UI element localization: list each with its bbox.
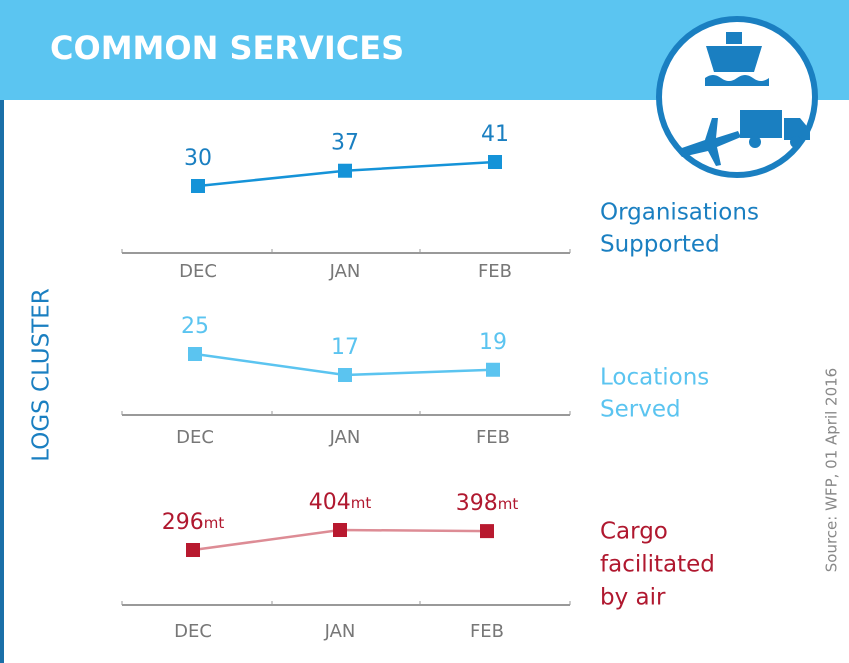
data-label: 398mt (456, 491, 519, 516)
chart-label: Served (600, 397, 681, 423)
x-tick-label: DEC (179, 261, 217, 282)
chart-label: Organisations (600, 200, 759, 226)
data-label: 404mt (309, 490, 372, 515)
x-tick-label: FEB (478, 261, 512, 282)
data-label-value: 404 (309, 490, 351, 515)
point-marker (488, 155, 502, 169)
x-tick-label: JAN (329, 427, 361, 448)
data-label: 30 (184, 146, 212, 171)
point-marker (186, 543, 200, 557)
chart-label: Supported (600, 232, 720, 258)
point-marker (338, 163, 352, 178)
data-label-value: 19 (479, 330, 507, 355)
x-tick-label: DEC (174, 621, 212, 642)
x-tick-label: DEC (176, 427, 214, 448)
data-label-value: 37 (331, 131, 359, 156)
point-marker (188, 347, 202, 361)
chart-label: Cargo (600, 519, 668, 545)
chart-label: by air (600, 585, 666, 611)
data-label-value: 398 (456, 491, 498, 516)
x-tick-label: FEB (470, 621, 504, 642)
data-label-value: 25 (181, 314, 209, 339)
x-tick-label: JAN (329, 261, 361, 282)
point-marker (338, 368, 352, 382)
data-label: 37 (331, 131, 359, 156)
chart-label: Locations (600, 365, 709, 391)
data-label: 19 (479, 330, 507, 355)
data-label-unit: mt (204, 514, 225, 532)
data-label-value: 41 (481, 122, 509, 147)
data-label-value: 296 (162, 510, 204, 535)
data-label: 41 (481, 122, 509, 147)
source: Source: WFP, 01 April 2016 (823, 368, 841, 572)
title: COMMON SERVICES (50, 29, 404, 67)
transport-icon (656, 16, 818, 178)
chart-label: facilitated (600, 552, 715, 578)
data-label-unit: mt (498, 495, 519, 513)
point-marker (486, 362, 500, 377)
data-label: 25 (181, 314, 209, 339)
data-label-value: 30 (184, 146, 212, 171)
side-label: LOGS CLUSTER (29, 288, 55, 462)
data-label: 296mt (162, 510, 225, 535)
data-label-unit: mt (351, 494, 372, 512)
x-tick-label: FEB (476, 427, 510, 448)
data-label: 17 (331, 335, 359, 360)
point-marker (191, 179, 205, 193)
x-tick-label: JAN (324, 621, 356, 642)
point-marker (333, 523, 347, 537)
left-border (0, 100, 4, 663)
point-marker (480, 524, 494, 539)
data-label-value: 17 (331, 335, 359, 360)
